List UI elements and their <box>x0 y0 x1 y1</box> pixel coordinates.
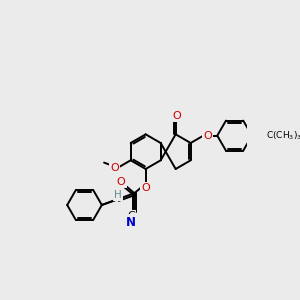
Text: C: C <box>127 211 135 221</box>
Text: O: O <box>203 130 212 141</box>
Text: O: O <box>172 111 181 121</box>
Text: O: O <box>141 183 150 193</box>
Text: C(CH$_3$)$_3$: C(CH$_3$)$_3$ <box>266 129 300 142</box>
Text: O: O <box>117 177 125 187</box>
Text: N: N <box>126 216 136 229</box>
Text: H: H <box>114 190 122 200</box>
Text: O: O <box>110 164 119 173</box>
